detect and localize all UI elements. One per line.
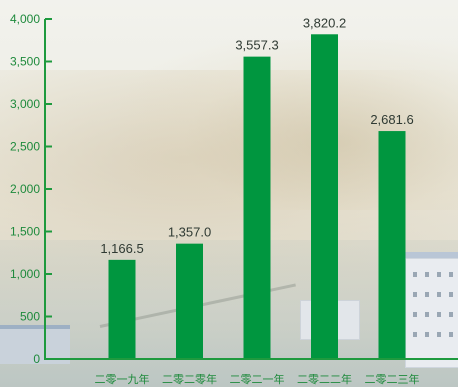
background-building (405, 252, 458, 368)
bar (378, 131, 406, 359)
y-tick-label: 4,000 (10, 12, 40, 26)
y-tick-label: 3,000 (10, 97, 40, 111)
bar-value-label: 2,681.6 (370, 112, 413, 127)
bar (243, 56, 271, 359)
bar-value-label: 1,357.0 (168, 225, 211, 240)
x-category-label: 二零二二年 (297, 372, 352, 386)
y-tick-label: 1,500 (10, 225, 40, 239)
bar (176, 243, 203, 359)
bar-value-label: 3,820.2 (303, 15, 346, 30)
x-axis: 二零一九年 二零二零年 二零二一年 二零二二年 二零二三年 (44, 358, 458, 386)
x-category-label: 二零二零年 (162, 372, 217, 386)
y-tick-label: 1,000 (10, 267, 40, 281)
y-tick-label: 2,500 (10, 140, 40, 154)
bar (108, 259, 136, 359)
background-roof (0, 325, 70, 364)
y-tick-label: 500 (20, 310, 40, 324)
y-tick-label: 2,000 (10, 182, 40, 196)
bars (108, 34, 406, 360)
data-labels: 1,166.5 1,357.0 3,557.3 3,820.2 2,681.6 (100, 15, 413, 256)
y-tick-label: 3,500 (10, 55, 40, 69)
x-category-label: 二零二一年 (230, 372, 285, 386)
bar-value-label: 3,557.3 (235, 38, 278, 53)
bar (311, 34, 338, 360)
y-axis: 0 500 1,000 1,500 2,000 2,500 3,000 3,500 4,000 (10, 12, 52, 366)
x-category-label: 二零二三年 (365, 372, 420, 386)
x-category-label: 二零一九年 (95, 372, 150, 386)
y-tick-label: 0 (33, 352, 40, 366)
bar-value-label: 1,166.5 (100, 241, 143, 256)
